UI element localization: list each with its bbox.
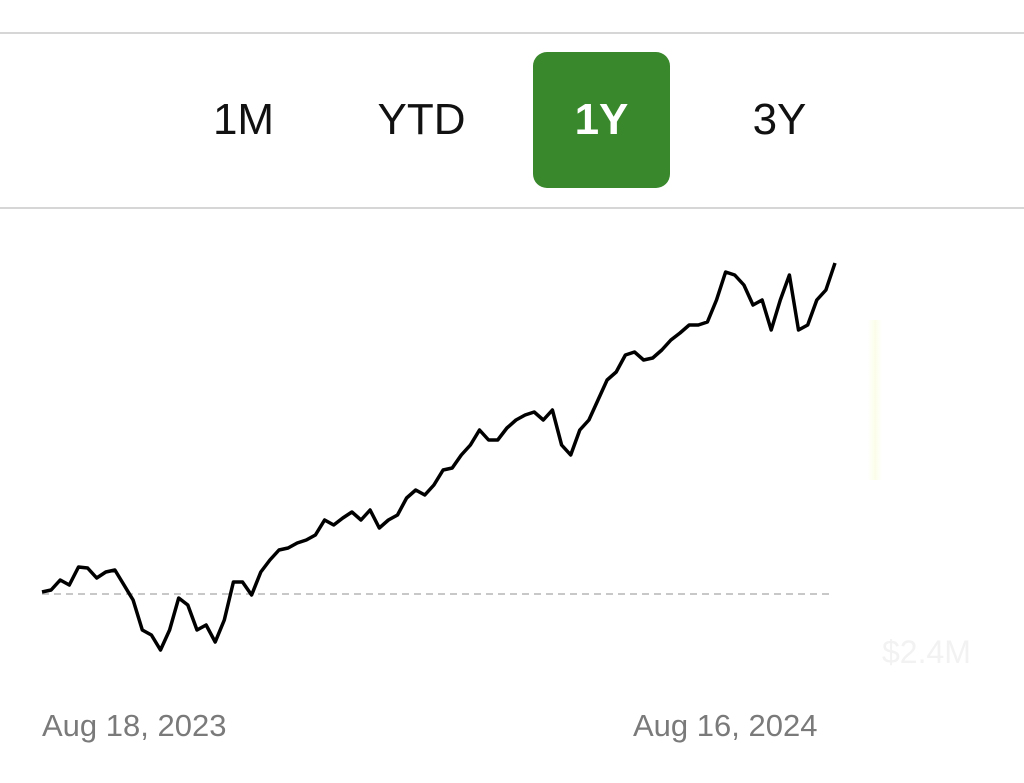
x-start-label: Aug 18, 2023: [42, 708, 227, 743]
range-1m-button[interactable]: 1M: [212, 95, 275, 144]
faded-overlay: [868, 320, 882, 480]
faded-value-label: $2.4M: [882, 634, 971, 670]
bottom-divider: [0, 207, 1024, 209]
range-1y-button[interactable]: 1Y: [533, 52, 670, 188]
range-3y-button[interactable]: 3Y: [752, 95, 807, 144]
top-divider: [0, 32, 1024, 34]
x-end-label: Aug 16, 2024: [633, 708, 818, 743]
performance-chart[interactable]: [0, 210, 860, 690]
series-line: [41, 262, 837, 652]
range-ytd-button[interactable]: YTD: [377, 95, 466, 144]
